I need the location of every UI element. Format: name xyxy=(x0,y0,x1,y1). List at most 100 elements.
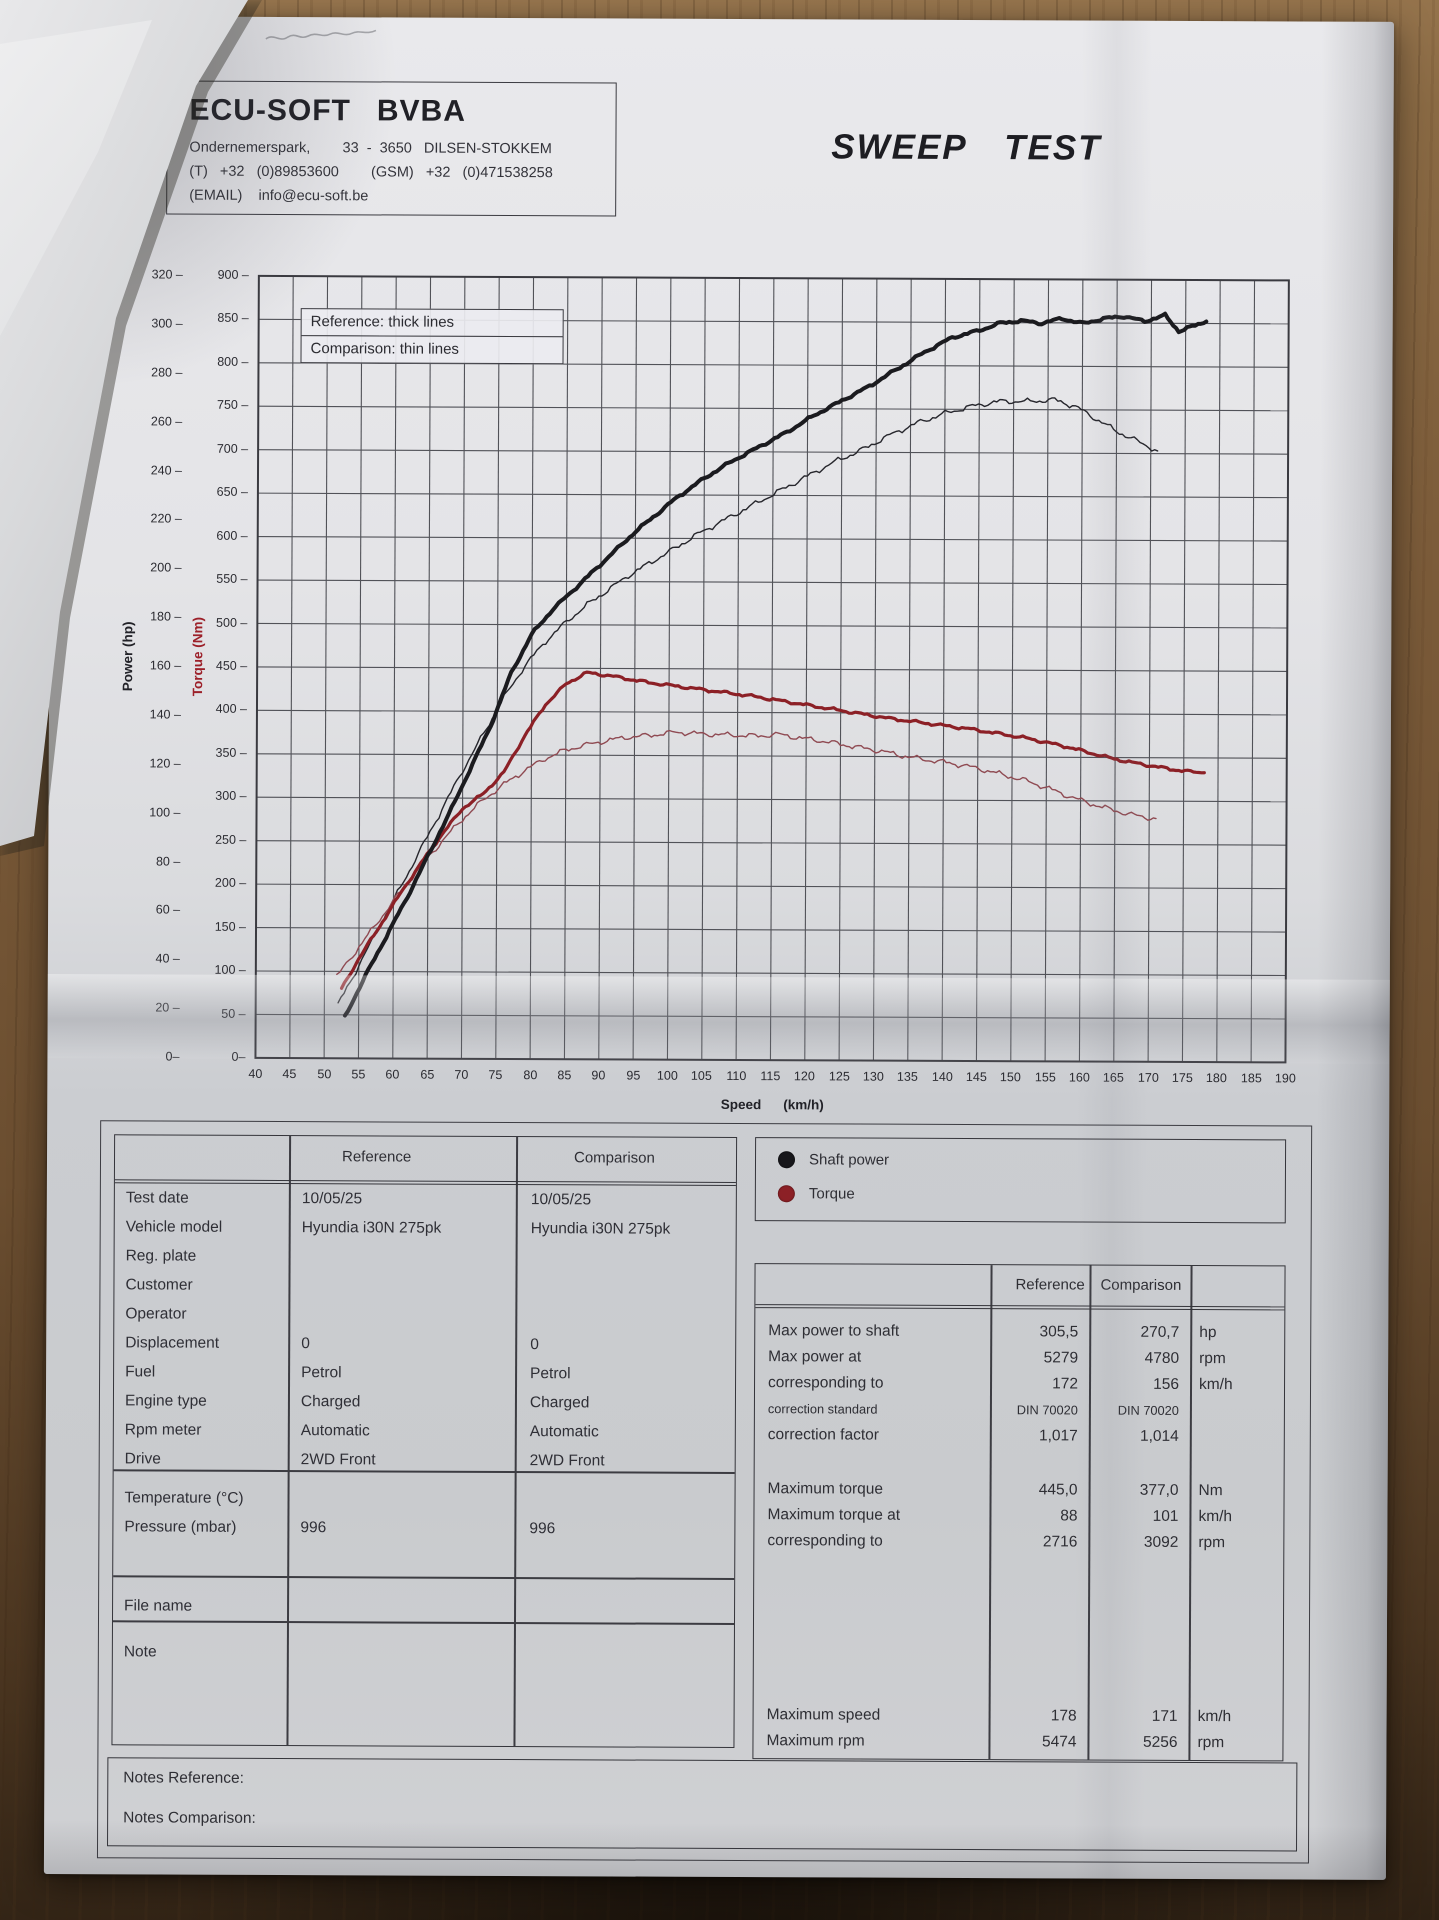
info-reference-value xyxy=(289,1242,516,1272)
curve-comparison-shaft-power xyxy=(337,397,1159,1004)
info-label: Displacement xyxy=(125,1334,220,1352)
speed-tick-label: 65 xyxy=(420,1067,435,1082)
result-label: Max power at xyxy=(768,1348,862,1366)
results-group-power: Max power to shaft 305,5 270,7 hp Max power … xyxy=(755,1318,1285,1450)
torque-tick-label: 500 – xyxy=(216,615,248,630)
info-reference-value xyxy=(287,1484,514,1514)
speed-tick-label: 80 xyxy=(523,1068,538,1083)
torque-tick-label: 600 – xyxy=(216,528,248,543)
speed-tick-label: 120 xyxy=(793,1069,815,1084)
result-row: Max power at 5279 4780 rpm xyxy=(755,1344,1284,1372)
power-tick-label: 60 – xyxy=(155,902,181,917)
result-reference-value: 5474 xyxy=(1041,1733,1077,1751)
info-row: Customer xyxy=(114,1270,735,1302)
result-unit: km/h xyxy=(1197,1708,1232,1726)
result-row: Maximum torque 445,0 377,0 Nm xyxy=(755,1476,1284,1504)
info-label: Pressure (mbar) xyxy=(124,1518,237,1536)
speed-tick-label: 100 xyxy=(656,1068,678,1083)
info-reference-value: Charged xyxy=(300,1393,361,1411)
info-comparison-value xyxy=(515,1272,735,1302)
result-unit xyxy=(1190,1424,1284,1450)
torque-axis-title: Torque (Nm) xyxy=(189,616,205,697)
speed-tick-label: 45 xyxy=(282,1067,297,1082)
torque-tick-label: 150 – xyxy=(214,919,247,934)
result-row: Maximum rpm 5474 5256 rpm xyxy=(753,1728,1282,1756)
result-label: Maximum speed xyxy=(766,1706,881,1724)
info-row: Rpm meter Automatic Automatic xyxy=(114,1415,735,1447)
torque-tick-label: 300 – xyxy=(215,788,247,803)
result-reference-value: DIN 70020 xyxy=(1016,1402,1078,1418)
torque-tick-label: 400 – xyxy=(215,701,248,716)
notes-reference-label: Notes Reference: xyxy=(123,1769,244,1787)
gridline-horizontal xyxy=(255,970,1286,977)
results-group-speed: Maximum speed 178 171 km/h Maximum rpm 5474 52… xyxy=(753,1702,1282,1756)
speed-tick-label: 115 xyxy=(760,1069,781,1084)
info-reference-value: 10/05/25 xyxy=(301,1190,363,1208)
power-tick-label: 180 – xyxy=(150,609,182,624)
power-tick-label: 20 – xyxy=(155,1000,180,1015)
speed-tick-label: 95 xyxy=(626,1068,641,1083)
info-label: Engine type xyxy=(124,1392,207,1410)
report-paper: ECU-SOFT BVBA Ondernemerspark, 33 - 3650 … xyxy=(43,16,1394,1880)
speed-tick-label: 90 xyxy=(591,1068,606,1083)
result-reference-value: 2716 xyxy=(1042,1533,1078,1551)
info-reference-value: Hyundia i30N 275pk xyxy=(301,1219,442,1237)
info-label: Test date xyxy=(125,1189,189,1207)
legend-label: Shaft power xyxy=(808,1151,890,1169)
speed-tick-label: 110 xyxy=(726,1068,747,1084)
gridline-horizontal xyxy=(256,840,1287,846)
speed-tick-label: 70 xyxy=(454,1067,469,1082)
power-tick-label: 300 – xyxy=(151,316,183,331)
info-reference-value xyxy=(288,1300,515,1330)
result-comparison-value: 270,7 xyxy=(1140,1323,1180,1341)
result-unit: km/h xyxy=(1199,1376,1233,1394)
power-tick-label: 240 – xyxy=(150,463,183,478)
power-tick-label: 260 – xyxy=(150,414,183,429)
torque-tick-label: 900 – xyxy=(217,267,249,282)
info-comparison-value xyxy=(515,1301,735,1331)
info-label: Reg. plate xyxy=(125,1247,197,1265)
torque-tick-label: 750 – xyxy=(216,397,249,412)
speed-tick-label: 185 xyxy=(1240,1071,1262,1086)
info-comparison-value xyxy=(516,1243,736,1273)
torque-tick-label: 0– xyxy=(231,1049,246,1064)
result-reference-value: 88 xyxy=(1060,1507,1078,1525)
result-reference-value: 305,5 xyxy=(1039,1323,1079,1341)
header-double-line xyxy=(755,1304,1285,1311)
info-row: Note xyxy=(113,1637,734,1669)
speed-tick-label: 170 xyxy=(1137,1070,1159,1085)
speed-tick-label: 55 xyxy=(351,1067,366,1082)
speed-tick-label: 155 xyxy=(1034,1070,1056,1085)
info-label: Fuel xyxy=(125,1363,156,1381)
test-info-table: Reference Comparison Test date 10/05/25 10… xyxy=(111,1134,738,1748)
info-row: Engine type Charged Charged xyxy=(114,1386,735,1418)
speed-tick-label: 125 xyxy=(828,1069,850,1084)
result-label: Maximum torque xyxy=(767,1480,884,1498)
info-comparison-value: Hyundia i30N 275pk xyxy=(530,1220,671,1238)
curve-reference-shaft-power xyxy=(342,311,1209,1018)
result-row: corresponding to 172 156 km/h xyxy=(755,1370,1284,1398)
result-reference-value: 178 xyxy=(1050,1707,1077,1725)
speed-tick-label: 180 xyxy=(1205,1071,1227,1086)
result-comparison-value: 156 xyxy=(1153,1375,1180,1393)
power-tick-label: 160 – xyxy=(149,658,182,673)
series-legend-box: Shaft power Torque xyxy=(754,1137,1287,1224)
speed-tick-label: 40 xyxy=(248,1066,263,1081)
info-label: Operator xyxy=(125,1305,187,1323)
speed-tick-label: 85 xyxy=(557,1068,572,1083)
reference-column-header: Reference xyxy=(341,1148,412,1166)
info-reference-value xyxy=(288,1271,515,1301)
dyno-chart xyxy=(254,274,1290,1064)
result-unit: rpm xyxy=(1199,1350,1226,1368)
result-unit: hp xyxy=(1199,1324,1217,1342)
legend-item: Shaft power xyxy=(777,1151,890,1169)
info-label: Customer xyxy=(125,1276,193,1294)
power-tick-label: 280 – xyxy=(151,365,183,380)
info-row: Displacement 0 0 xyxy=(114,1328,735,1360)
curve-reference-torque xyxy=(339,670,1206,990)
info-group-note: Note xyxy=(112,1629,734,1755)
info-comparison-value xyxy=(514,1485,734,1515)
info-comparison-value: Petrol xyxy=(530,1365,571,1383)
results-group-torque: Maximum torque 445,0 377,0 Nm Maximum torque… xyxy=(754,1476,1283,1556)
